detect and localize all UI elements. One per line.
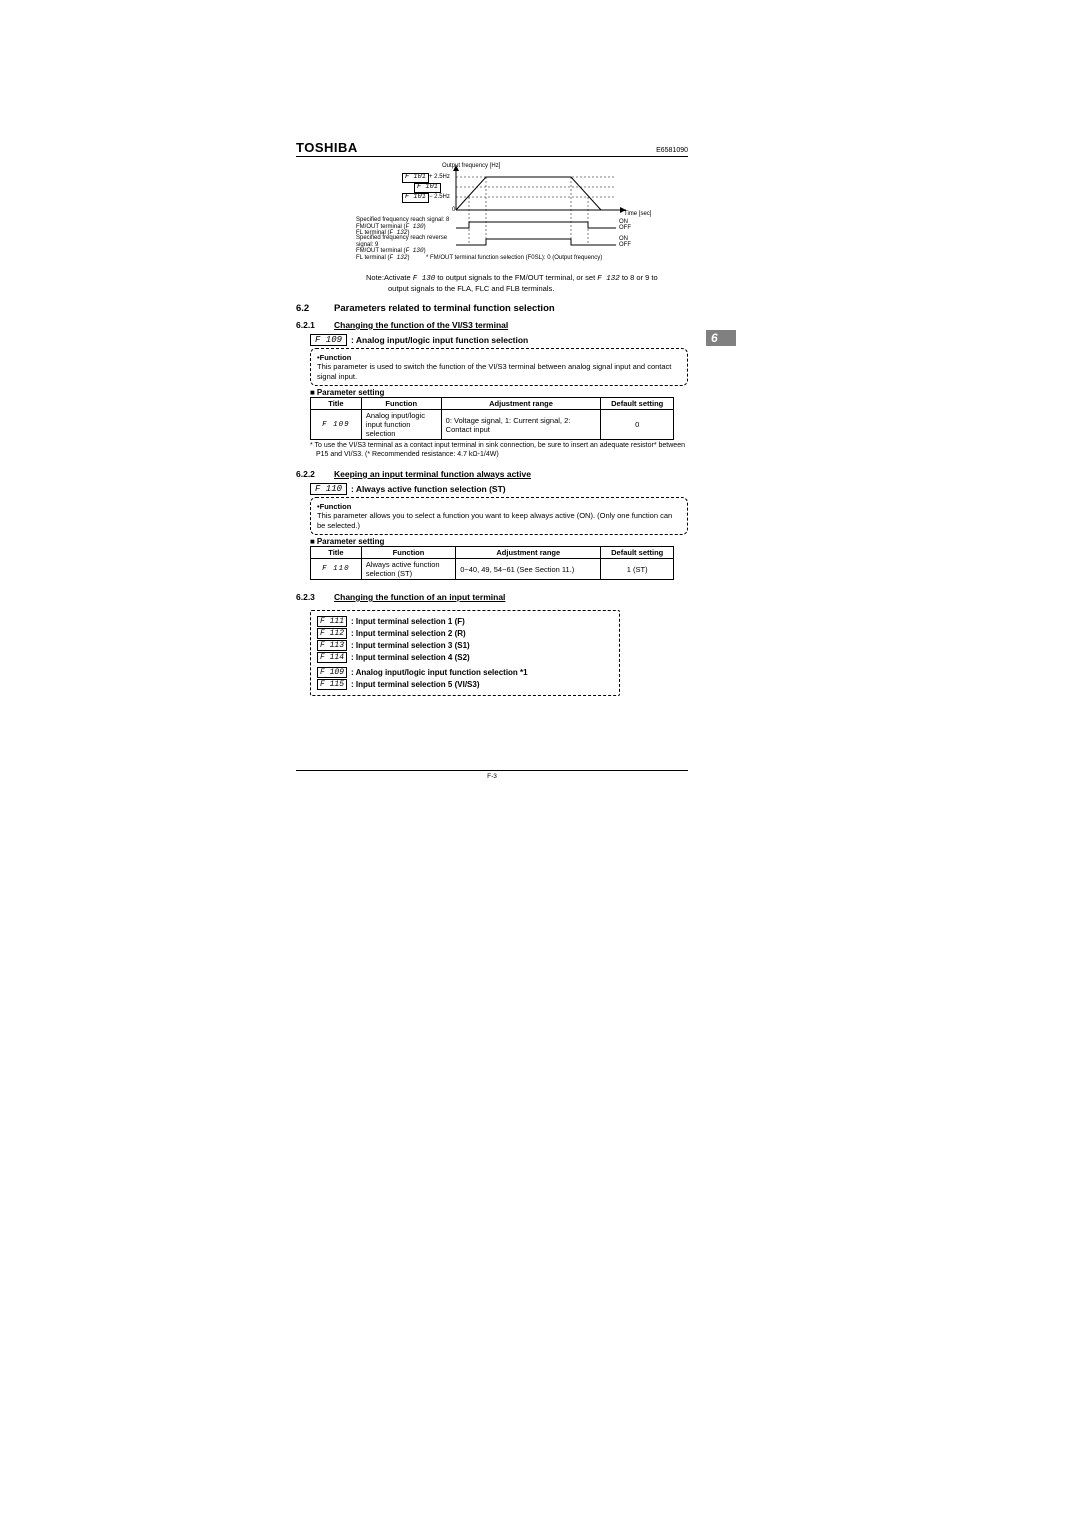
f110-function-box: •Function This parameter allows you to s… (310, 497, 688, 535)
section-6-2-2-heading: 6.2.2Keeping an input terminal function … (296, 469, 688, 479)
param-setting-label-1: Parameter setting (310, 388, 688, 397)
f109-table: Title Function Adjustment range Default … (310, 397, 674, 440)
f109-function-box: •Function This parameter is used to swit… (310, 348, 688, 386)
section-6-2-1-heading: 6.2.1Changing the function of the VI/S3 … (296, 320, 688, 330)
note-text: Note:Activate F 130 to output signals to… (366, 273, 688, 293)
sig1-label: Specified frequency reach signal: 8 FM/O… (356, 217, 454, 237)
lvl-top: F 101+ 2.5Hz (402, 173, 450, 183)
brand-logo: TOSHIBA (296, 140, 358, 155)
sig2-off: OFF (619, 242, 631, 249)
list-item: F 114: Input terminal selection 4 (S2) (317, 652, 613, 663)
sig1-off: OFF (619, 225, 631, 232)
chart-origin: 0 (452, 207, 455, 214)
lvl-bot: F 101− 2.5Hz (402, 193, 450, 203)
list-item: F 115: Input terminal selection 5 (VI/S3… (317, 679, 613, 690)
page-content: TOSHIBA E6581090 Output frequenc (296, 140, 688, 696)
list-item: F 111: Input terminal selection 1 (F) (317, 616, 613, 627)
timing-chart: Output frequency [Hz] Time [sec] 0 F 101… (366, 165, 656, 265)
page-number: F-3 (487, 773, 497, 780)
section-6-2-heading: 6.2Parameters related to terminal functi… (296, 303, 688, 314)
page-footer: F-3 (296, 770, 688, 780)
list-item: F 109: Analog input/logic input function… (317, 667, 613, 678)
f110-table: Title Function Adjustment range Default … (310, 546, 674, 580)
page-header: TOSHIBA E6581090 (296, 140, 688, 157)
chart-footnote: * FM/OUT terminal function selection (F0… (426, 255, 602, 262)
list-item: F 113: Input terminal selection 3 (S1) (317, 640, 613, 651)
param-f110-title: F 110 : Always active function selection… (310, 483, 688, 495)
lvl-mid: F 101 (414, 183, 441, 193)
f109-footnote: * To use the VI/S3 terminal as a contact… (310, 442, 688, 459)
terminal-list: F 111: Input terminal selection 1 (F) F … (310, 610, 620, 696)
param-setting-label-2: Parameter setting (310, 537, 688, 546)
chapter-tab: 6 (706, 330, 736, 346)
document-number: E6581090 (656, 147, 688, 154)
list-item: F 112: Input terminal selection 2 (R) (317, 628, 613, 639)
terminal-list-container: F 111: Input terminal selection 1 (F) F … (310, 606, 688, 696)
chart-x-label: Time [sec] (624, 211, 651, 218)
chart-y-label: Output frequency [Hz] (442, 163, 500, 170)
param-f109-title: F 109 : Analog input/logic input functio… (310, 334, 688, 346)
section-6-2-3-heading: 6.2.3Changing the function of an input t… (296, 592, 688, 602)
